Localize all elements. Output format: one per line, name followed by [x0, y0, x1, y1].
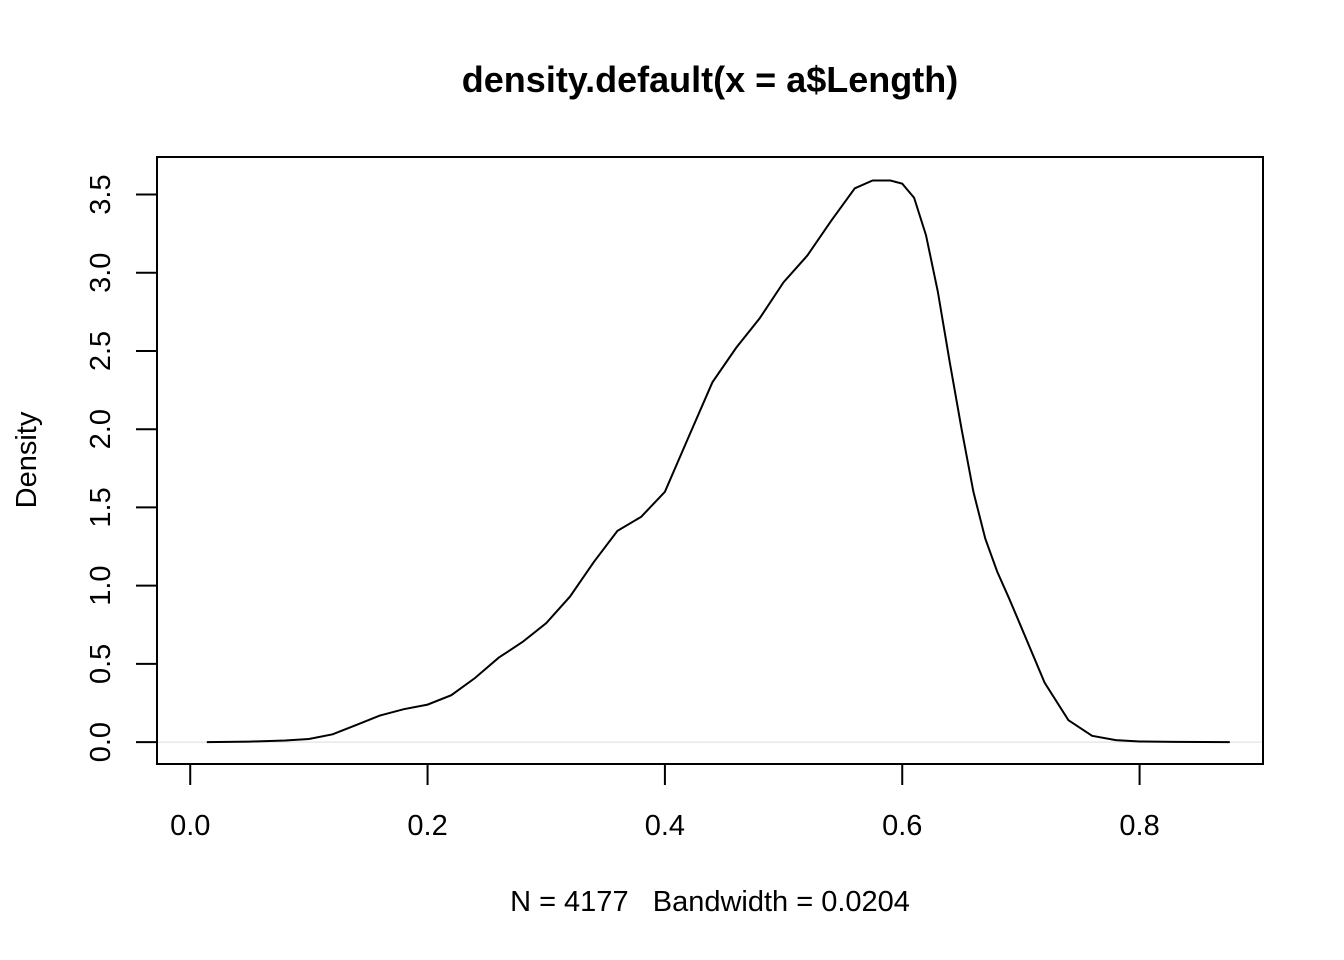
y-axis: 0.0 0.5 1.0 1.5 2.0 2.5 3.0 3.5 [85, 174, 158, 762]
plot-frame [156, 156, 1264, 765]
x-tick-label: 0.6 [882, 810, 922, 842]
x-tick-label: 0.2 [407, 810, 447, 842]
y-tick-label: 2.5 [85, 331, 117, 371]
chart-title: density.default(x = a$Length) [462, 59, 958, 100]
y-tick-label: 0.0 [85, 722, 117, 762]
y-axis-label: Density [11, 411, 43, 508]
x-axis: 0.0 0.2 0.4 0.6 0.8 [170, 763, 1160, 842]
y-tick-label: 3.0 [85, 253, 117, 293]
y-tick-label: 3.5 [85, 174, 117, 214]
x-tick-label: 0.8 [1119, 810, 1159, 842]
x-tick-label: 0.0 [170, 810, 210, 842]
y-tick-label: 1.5 [85, 487, 117, 527]
density-curve [206, 179, 1230, 744]
x-axis-label: N = 4177 Bandwidth = 0.0204 [510, 886, 910, 918]
y-tick-label: 0.5 [85, 644, 117, 684]
y-tick-label: 1.0 [85, 565, 117, 605]
y-tick-label: 2.0 [85, 409, 117, 449]
x-tick-label: 0.4 [645, 810, 685, 842]
